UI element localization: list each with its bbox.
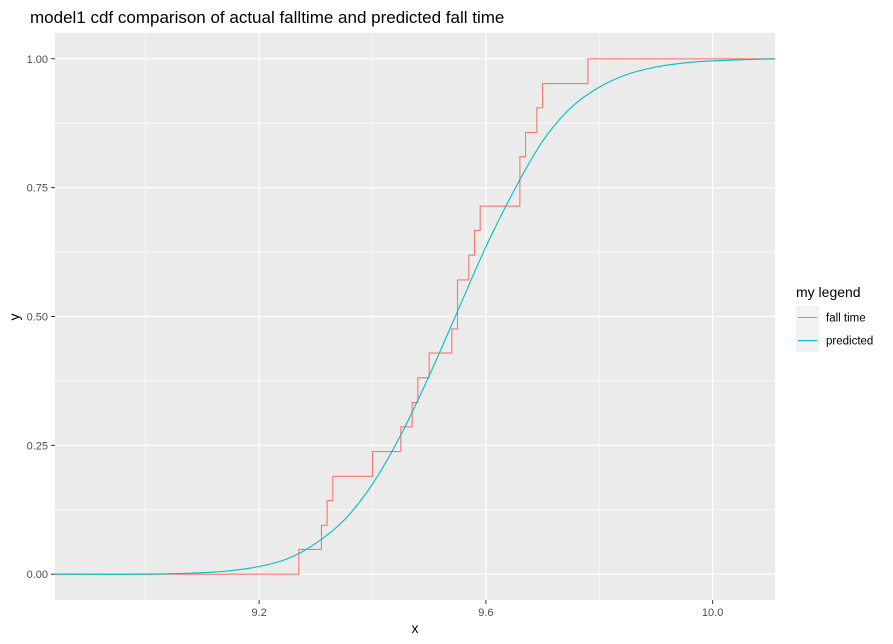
series-layer <box>54 58 776 575</box>
y-tick-label-1: 0.25 <box>27 440 48 452</box>
y-axis-ticks: 0.00 0.25 0.50 0.75 1.00 <box>27 54 55 581</box>
x-tick-label-1: 9.6 <box>478 607 493 619</box>
series-line-predicted <box>54 58 776 575</box>
legend-label-predicted: predicted <box>826 336 873 348</box>
y-tick-label-4: 1.00 <box>27 54 48 66</box>
legend-title: my legend <box>796 284 861 300</box>
x-tick-label-0: 9.2 <box>251 607 266 619</box>
x-axis-ticks: 9.2 9.6 10.0 <box>251 600 723 619</box>
y-tick-label-2: 0.50 <box>27 312 48 324</box>
legend-label-fall-time: fall time <box>826 313 866 325</box>
y-axis-title: y <box>6 314 22 321</box>
x-tick-label-2: 10.0 <box>702 607 723 619</box>
chart-title: model1 cdf comparison of actual falltime… <box>30 8 504 27</box>
y-tick-label-3: 0.75 <box>27 183 48 195</box>
legend: my legend fall time predicted <box>796 284 873 352</box>
series-line-fall-time <box>55 58 775 575</box>
y-tick-label-0: 0.00 <box>27 569 48 581</box>
x-axis-title: x <box>412 620 419 636</box>
